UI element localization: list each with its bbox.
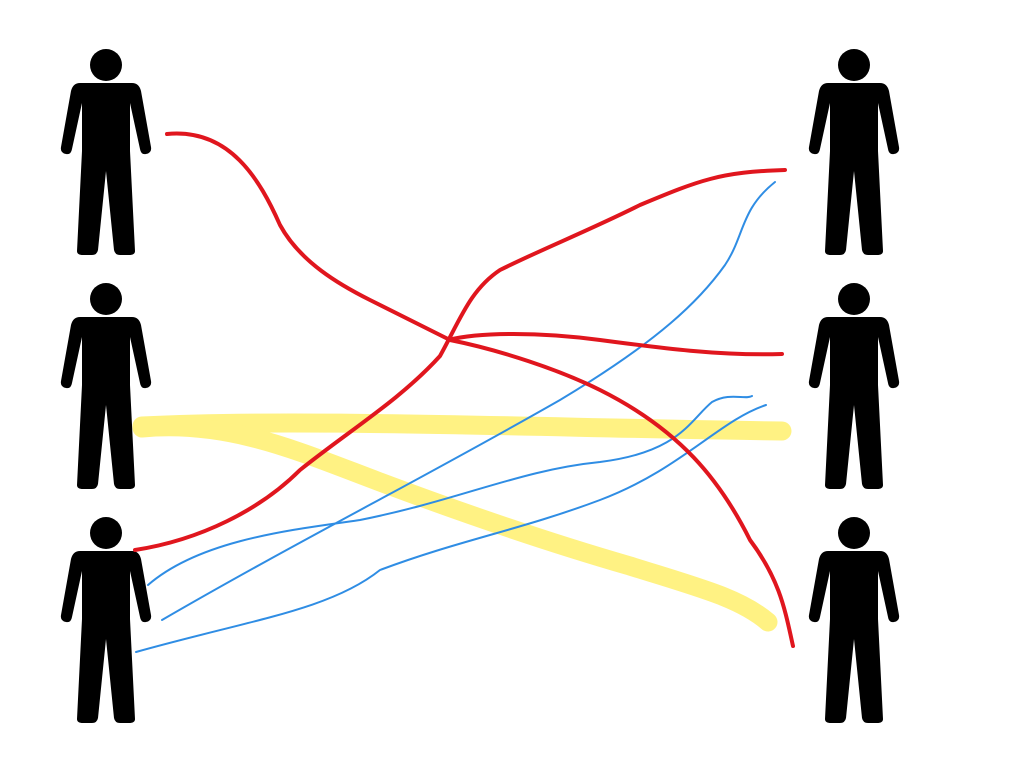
- red-link-L1-R2: [446, 332, 784, 357]
- red-connections: [133, 131, 795, 648]
- left-column: [60, 49, 152, 723]
- person-icon: [808, 49, 900, 255]
- blue-link-L3-R2-b: [135, 404, 767, 653]
- blue-link-L3-R1: [161, 181, 776, 621]
- right-column: [808, 49, 900, 723]
- blue-link-L3-R2-a: [147, 395, 753, 586]
- red-link-L3-R1: [133, 168, 787, 552]
- person-icon: [808, 517, 900, 723]
- blue-connections: [135, 181, 776, 653]
- person-icon: [60, 283, 152, 489]
- yellow-link-L2-R3: [132, 417, 778, 632]
- person-icon: [808, 283, 900, 489]
- red-link-L1-R3: [165, 131, 795, 648]
- person-icon: [60, 49, 152, 255]
- yellow-connections: [132, 413, 792, 632]
